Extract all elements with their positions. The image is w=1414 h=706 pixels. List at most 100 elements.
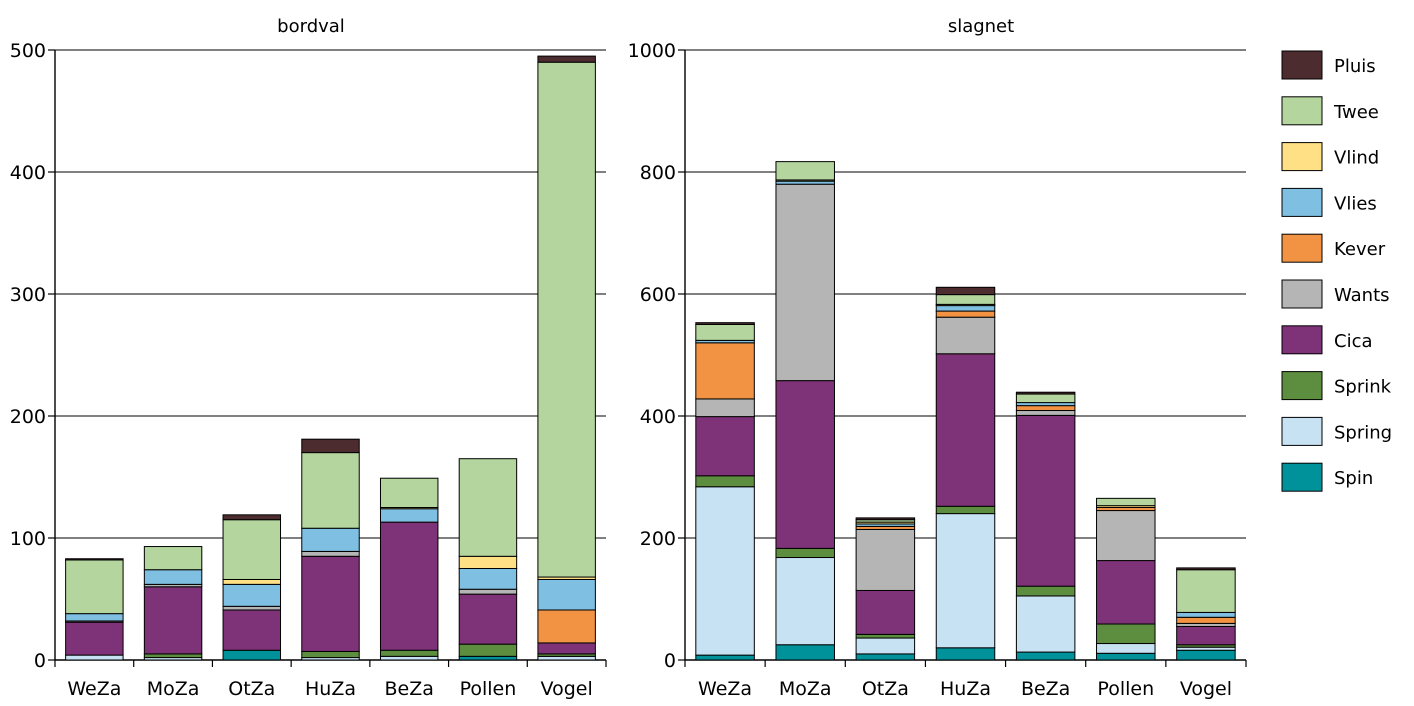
bar-segment-wants (222, 605, 282, 611)
y-tick-label: 800 (640, 162, 676, 184)
bar-segment-cica (775, 380, 835, 549)
bar-segment-sprink (143, 653, 203, 659)
bar-segment-cica (695, 416, 755, 477)
category-label: WeZa (67, 678, 121, 700)
bar-segment-sprink (695, 475, 755, 488)
bar-segment-spin (855, 653, 916, 661)
bar-segment-cica (458, 593, 518, 645)
bar-segment-vlies (537, 578, 596, 611)
legend-swatch-pluis (1281, 50, 1323, 80)
bar-segment-sprink (301, 650, 360, 659)
bar-segment-twee (458, 458, 518, 557)
legend-swatch-spring (1281, 416, 1323, 446)
bar-segment-cica (1015, 414, 1076, 587)
bar-segment-cica (855, 589, 916, 635)
bar-segment-pluis (301, 438, 360, 454)
y-tick-label: 1000 (628, 40, 676, 62)
chart-slagnet: slagnet 0 200 400 600 800 1000 WeZa MoZa OtZa HuZa… (628, 16, 1247, 700)
category-label: Pollen (460, 678, 517, 700)
bar-segment-spring (775, 557, 835, 646)
bar-segment-twee (143, 546, 203, 571)
bar-segment-spring (1096, 643, 1156, 654)
bar-segment-pluis (222, 514, 282, 521)
bar-segment-vlies (222, 583, 282, 607)
legend-swatch-wants (1281, 279, 1323, 309)
bar-segment-spin (1015, 651, 1076, 661)
category-label: OtZa (228, 678, 275, 700)
bar-segment-vlies (458, 568, 518, 590)
bar-segment-spin (458, 655, 518, 661)
bar-segment-wants (855, 528, 916, 591)
bar-segment-wants (1015, 410, 1076, 416)
bar-segment-sprink (458, 643, 518, 657)
bar-segment-twee (695, 324, 755, 341)
bar-segment-spring (855, 637, 916, 655)
bar-segment-spin (1176, 649, 1236, 661)
bar-segment-pluis (695, 322, 755, 326)
bar-segment-spin (222, 649, 282, 661)
bar-segment-cica (1176, 625, 1236, 646)
bar-segment-spin (1096, 652, 1156, 661)
bar-segment-twee (537, 61, 596, 578)
legend-label-twee: Twee (1333, 102, 1379, 123)
legend-swatch-twee (1281, 96, 1323, 126)
bar-segment-spin (695, 654, 755, 661)
y-tick-label: 600 (640, 284, 676, 306)
y-tick-label: 300 (10, 284, 46, 306)
bar-segment-cica (935, 353, 996, 507)
bar-segment-cica (222, 609, 282, 651)
chart-title: slagnet (948, 16, 1014, 37)
bar-segment-pluis (537, 55, 596, 63)
legend-swatch-vlies (1281, 187, 1323, 217)
legend-label-spring: Spring (1334, 422, 1392, 443)
category-label: Pollen (1097, 678, 1154, 700)
category-label: MoZa (779, 678, 832, 700)
bar-segment-wants (775, 183, 835, 382)
bar-segment-twee (1015, 393, 1076, 404)
y-tick-label: 400 (640, 406, 676, 428)
bar-segment-spring (537, 655, 596, 661)
category-label: Vogel (541, 678, 593, 700)
bar-segment-sprink (1015, 585, 1076, 597)
y-tick-label: 200 (640, 528, 676, 550)
bar-segment-twee (1176, 569, 1236, 613)
bar-segment-spin (775, 644, 835, 661)
y-tick-label: 500 (10, 40, 46, 62)
bar-segment-kever (935, 310, 996, 318)
bar-segment-pluis (1015, 391, 1076, 395)
bar-segment-vlies (379, 508, 439, 523)
bar-segment-cica (65, 621, 124, 656)
category-label: MoZa (147, 678, 200, 700)
bar-segment-pluis (935, 286, 996, 296)
bar-segment-pluis (65, 558, 124, 561)
bar-segment-spring (1015, 595, 1076, 653)
legend-swatch-sprink (1281, 371, 1323, 401)
bar-segment-twee (301, 452, 360, 529)
bar-segment-spin (935, 647, 996, 661)
bar-segment-spring (935, 513, 996, 649)
bar-segment-twee (379, 477, 439, 509)
legend-label-pluis: Pluis (1334, 56, 1376, 77)
bar-segment-cica (143, 586, 203, 655)
category-label: HuZa (940, 678, 991, 700)
legend: Pluis Twee Vlind Vlies Kever Wants Cica Sprink S… (1281, 50, 1392, 492)
bar-segment-wants (1096, 510, 1156, 562)
y-tick-label: 100 (10, 528, 46, 550)
legend-swatch-vlind (1281, 142, 1323, 172)
legend-label-sprink: Sprink (1334, 377, 1392, 398)
category-label: OtZa (862, 678, 909, 700)
chart-title: bordval (277, 16, 345, 37)
bar-segment-wants (458, 588, 518, 595)
bar-segment-wants (695, 398, 755, 418)
bar-segment-wants (935, 316, 996, 355)
bar-segment-cica (301, 555, 360, 652)
bar-segment-twee (1096, 497, 1156, 507)
chart-bordval: bordval 0 100 200 300 400 500 WeZa MoZa OtZa HuZa B… (10, 16, 607, 700)
bar-segment-cica (537, 642, 596, 655)
bar-segment-vlind (458, 555, 518, 569)
bar-segment-kever (537, 609, 596, 644)
bar-segment-spring (695, 486, 755, 656)
y-tick-label: 400 (10, 162, 46, 184)
bar-segment-wants (301, 550, 360, 557)
